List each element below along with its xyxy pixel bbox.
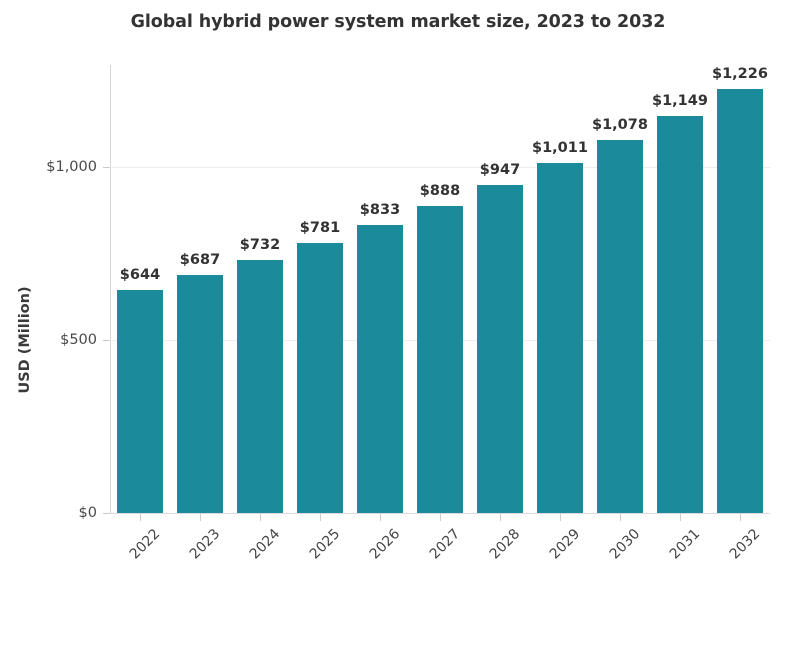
y-tick-mark bbox=[103, 513, 110, 514]
x-tick-mark bbox=[320, 513, 321, 521]
x-tick-mark bbox=[140, 513, 141, 521]
bar-chart: Global hybrid power system market size, … bbox=[17, 12, 770, 563]
x-tick-mark bbox=[620, 513, 621, 521]
gridline bbox=[110, 167, 770, 169]
x-axis-tick-label: 2031 bbox=[666, 526, 704, 563]
bar-value-label: $947 bbox=[479, 162, 521, 179]
bar[interactable]: $1,078 bbox=[592, 117, 648, 513]
bar-value-label: $781 bbox=[299, 219, 341, 236]
bar-value-label: $888 bbox=[419, 182, 461, 199]
x-tick-mark bbox=[200, 513, 201, 521]
y-tick-mark bbox=[103, 340, 110, 342]
x-axis-tick-label: 2023 bbox=[186, 526, 224, 563]
x-axis-tick-label: 2029 bbox=[546, 526, 584, 563]
x-axis-tick-label: 2024 bbox=[246, 526, 284, 563]
plot-area: $0 $500 $1,000 $644 $687 $732 $781 $833 $888 $94… bbox=[46, 65, 770, 563]
bar[interactable]: $1,011 bbox=[532, 140, 588, 513]
bar[interactable]: $687 bbox=[176, 252, 224, 513]
x-tick-mark bbox=[740, 513, 741, 521]
x-tick-mark bbox=[440, 513, 441, 521]
y-axis-tick-label: $500 bbox=[60, 332, 97, 349]
x-tick-mark bbox=[380, 513, 381, 521]
bar[interactable]: $947 bbox=[476, 162, 524, 513]
bar-value-label: $1,149 bbox=[652, 92, 708, 109]
x-tick-mark bbox=[680, 513, 681, 521]
y-tick-mark bbox=[103, 167, 110, 169]
bar[interactable]: $781 bbox=[296, 220, 344, 513]
y-axis-line bbox=[110, 65, 111, 513]
bar-value-label: $732 bbox=[239, 236, 281, 253]
x-tick-mark bbox=[260, 513, 261, 521]
x-axis-tick-label: 2022 bbox=[126, 526, 164, 563]
x-axis-tick-label: 2027 bbox=[426, 526, 464, 563]
y-axis-tick-label: $0 bbox=[78, 505, 97, 521]
bar-value-label: $644 bbox=[119, 267, 161, 284]
x-tick-mark bbox=[560, 513, 561, 521]
y-axis-title: USD (Million) bbox=[17, 286, 33, 394]
x-axis-tick-label: 2030 bbox=[606, 526, 644, 563]
bar-value-label: $833 bbox=[359, 201, 401, 218]
x-axis-tick-label: 2028 bbox=[486, 526, 524, 563]
x-axis-tick-label: 2032 bbox=[726, 526, 764, 563]
bar-value-label: $687 bbox=[179, 252, 221, 269]
bar[interactable]: $732 bbox=[236, 237, 284, 513]
bar[interactable]: $1,149 bbox=[652, 93, 708, 513]
bar-value-label: $1,011 bbox=[532, 140, 588, 157]
x-tick-mark bbox=[500, 513, 501, 521]
bar-value-label: $1,078 bbox=[592, 117, 648, 134]
x-axis-tick-label: 2025 bbox=[306, 526, 344, 563]
bar[interactable]: $833 bbox=[356, 202, 404, 513]
bar[interactable]: $888 bbox=[416, 183, 464, 513]
bar[interactable]: $1,226 bbox=[712, 66, 768, 513]
bar-value-label: $1,226 bbox=[712, 65, 768, 82]
chart-title: Global hybrid power system market size, … bbox=[130, 12, 666, 32]
bar[interactable]: $644 bbox=[116, 267, 164, 513]
y-axis-tick-label: $1,000 bbox=[46, 159, 97, 176]
x-axis-tick-label: 2026 bbox=[366, 526, 404, 563]
